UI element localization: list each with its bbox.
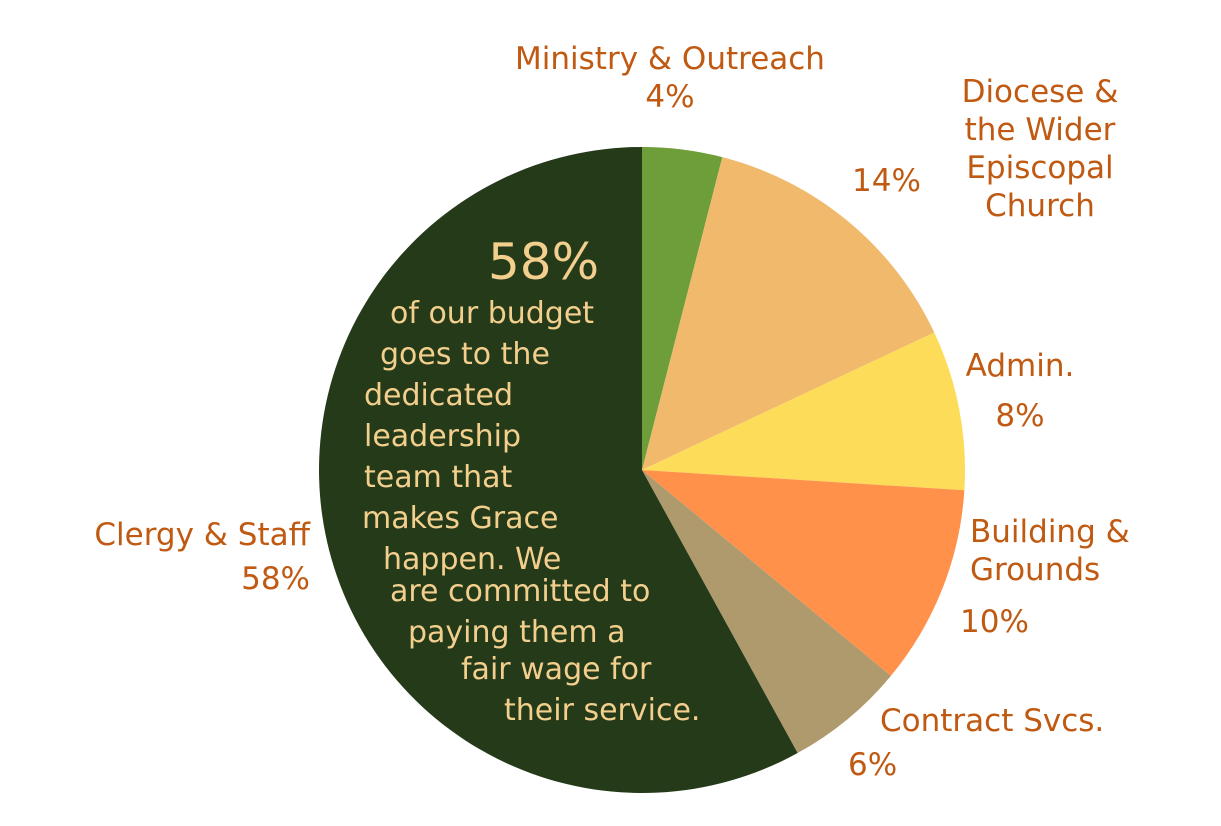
label-ministry-name: Ministry & Outreach (480, 40, 860, 78)
label-diocese-line-3: Episcopal (930, 149, 1150, 187)
label-clergy-pct: 58% (20, 557, 310, 601)
annotation-line-9: paying them a (408, 612, 626, 653)
annotation-line-2: goes to the (380, 334, 550, 375)
label-diocese-line-2: the Wider (930, 111, 1150, 149)
annotation-big-percent: 58% (488, 234, 599, 290)
annotation-line-4: leadership (364, 416, 521, 457)
label-diocese: Diocese & the Wider Episcopal Church (930, 73, 1150, 225)
annotation-line-1: of our budget (390, 293, 594, 334)
annotation-line-8: are committed to (390, 571, 650, 612)
label-clergy-name: Clergy & Staff (20, 513, 310, 557)
label-admin: Admin. 8% (945, 341, 1095, 441)
label-building: Building & Grounds (970, 513, 1130, 589)
label-ministry-pct: 4% (480, 78, 860, 116)
annotation-line-5: team that (364, 457, 512, 498)
label-building-line-1: Building & (970, 513, 1130, 551)
annotation-line-10: fair wage for (461, 649, 651, 690)
label-admin-name: Admin. (945, 341, 1095, 391)
label-admin-pct: 8% (945, 391, 1095, 441)
annotation-line-11: their service. (504, 690, 700, 731)
label-contract-pct: 6% (848, 746, 897, 784)
label-building-pct: 10% (960, 603, 1029, 641)
label-diocese-line-4: Church (930, 187, 1150, 225)
annotation-line-3: dedicated (364, 375, 513, 416)
annotation-line-6: makes Grace (362, 498, 558, 539)
label-diocese-pct: 14% (852, 162, 921, 200)
label-contract-name: Contract Svcs. (880, 702, 1104, 740)
label-clergy: Clergy & Staff 58% (20, 513, 310, 601)
label-ministry: Ministry & Outreach 4% (480, 40, 860, 116)
label-diocese-line-1: Diocese & (930, 73, 1150, 111)
label-building-line-2: Grounds (970, 551, 1130, 589)
